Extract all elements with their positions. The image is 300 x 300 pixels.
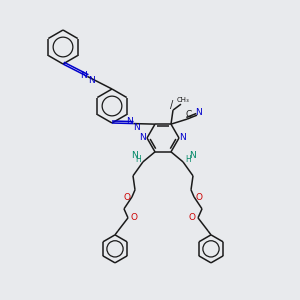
Text: N: N [80, 71, 87, 80]
Text: O: O [188, 213, 196, 222]
Text: N: N [189, 152, 195, 160]
Text: O: O [130, 213, 137, 222]
Text: N: N [133, 123, 140, 132]
Text: H: H [135, 155, 141, 164]
Text: H: H [185, 155, 191, 164]
Text: N: N [130, 152, 137, 160]
Text: /: / [170, 100, 174, 110]
Text: N: N [180, 134, 186, 142]
Text: N: N [88, 76, 95, 85]
Text: O: O [124, 194, 130, 202]
Text: O: O [196, 194, 202, 202]
Text: C: C [186, 110, 192, 118]
Text: N: N [126, 117, 133, 126]
Text: N: N [196, 108, 202, 117]
Text: CH₃: CH₃ [177, 97, 190, 103]
Text: N: N [140, 134, 146, 142]
